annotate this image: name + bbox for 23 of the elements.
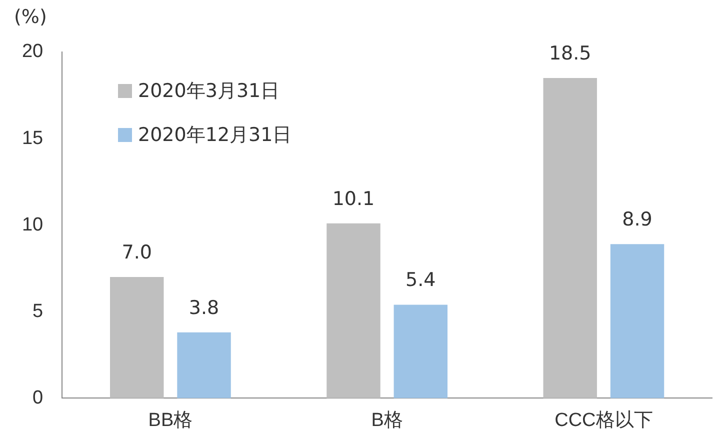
x-tick-label: BB格	[148, 410, 193, 431]
y-tick-label: 0	[32, 387, 44, 408]
y-tick-label: 10	[22, 214, 44, 236]
data-label: 10.1	[332, 188, 375, 210]
bar	[326, 223, 380, 398]
legend-label: 2020年12月31日	[138, 123, 292, 148]
data-label: 3.8	[188, 296, 220, 319]
data-label: 18.5	[548, 42, 592, 64]
y-axis-title: (%)	[14, 6, 47, 28]
y-tick-label: 20	[22, 41, 44, 62]
data-label: 7.0	[122, 241, 152, 264]
bar	[177, 332, 231, 398]
legend-label: 2020年3月31日	[138, 79, 280, 104]
x-tick-label: CCC格以下	[554, 410, 653, 431]
bar	[543, 78, 597, 398]
y-tick-label: 5	[32, 300, 44, 322]
bar	[110, 277, 164, 398]
x-tick-label: B格	[371, 410, 403, 431]
bar	[610, 244, 664, 398]
data-label: 8.9	[622, 208, 652, 231]
y-tick-label: 15	[22, 128, 44, 149]
data-label: 5.4	[406, 269, 436, 292]
bar	[394, 304, 448, 398]
